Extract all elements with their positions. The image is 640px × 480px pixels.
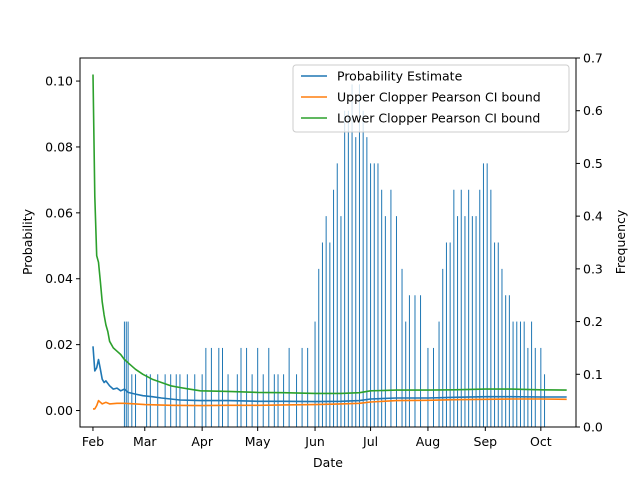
- y-right-tick-label: 0.5: [583, 156, 603, 171]
- y-right-tick-label: 0.2: [583, 314, 603, 329]
- x-tick-label: Jul: [362, 434, 378, 449]
- x-axis: Feb Mar Apr May Jun Jul Aug Sep Oct: [82, 427, 552, 449]
- legend-box: [292, 64, 570, 133]
- y-right-tick-label: 0.3: [583, 261, 603, 276]
- legend: Probability Estimate Upper Clopper Pears…: [292, 64, 570, 133]
- y-left-tick-label: 0.02: [45, 337, 73, 352]
- x-tick-label: May: [245, 434, 271, 449]
- legend-label-lower: Lower Clopper Pearson CI bound: [337, 111, 540, 126]
- y-right-tick-label: 0.4: [583, 209, 603, 224]
- legend-label-upper: Upper Clopper Pearson CI bound: [337, 90, 541, 105]
- x-tick-label: Apr: [191, 434, 213, 449]
- y-axis-label-right: Frequency: [613, 209, 628, 274]
- x-axis-label: Date: [313, 455, 343, 470]
- x-tick-label: Aug: [416, 434, 440, 449]
- lower-ci-line: [92, 74, 567, 395]
- y-left-tick-label: 0.10: [45, 74, 73, 89]
- legend-label-probability: Probability Estimate: [337, 69, 463, 84]
- y-left-tick-label: 0.06: [45, 205, 73, 220]
- y-right-tick-label: 0.6: [583, 103, 603, 118]
- x-tick-label: Sep: [474, 434, 498, 449]
- x-tick-label: Feb: [82, 434, 104, 449]
- y-axis-left: 0.00 0.02 0.04 0.06 0.08 0.10: [45, 74, 80, 418]
- frequency-bars: [123, 84, 546, 427]
- y-left-tick-label: 0.00: [45, 403, 73, 418]
- y-axis-right: 0.0 0.1 0.2 0.3 0.4 0.5 0.6 0.7: [576, 51, 603, 435]
- series-lines: [92, 74, 567, 410]
- y-left-tick-label: 0.08: [45, 139, 73, 154]
- y-right-tick-label: 0.7: [583, 51, 603, 66]
- y-left-tick-label: 0.04: [45, 271, 73, 286]
- y-axis-label-left: Probability: [20, 208, 35, 275]
- x-tick-label: Mar: [133, 434, 157, 449]
- y-right-tick-label: 0.1: [583, 367, 603, 382]
- x-tick-label: Jun: [304, 434, 325, 449]
- plot-frame: [79, 57, 577, 428]
- y-right-tick-label: 0.0: [583, 420, 603, 435]
- probability-estimate-line: [92, 346, 567, 403]
- x-tick-label: Oct: [530, 434, 552, 449]
- upper-ci-line: [93, 398, 567, 410]
